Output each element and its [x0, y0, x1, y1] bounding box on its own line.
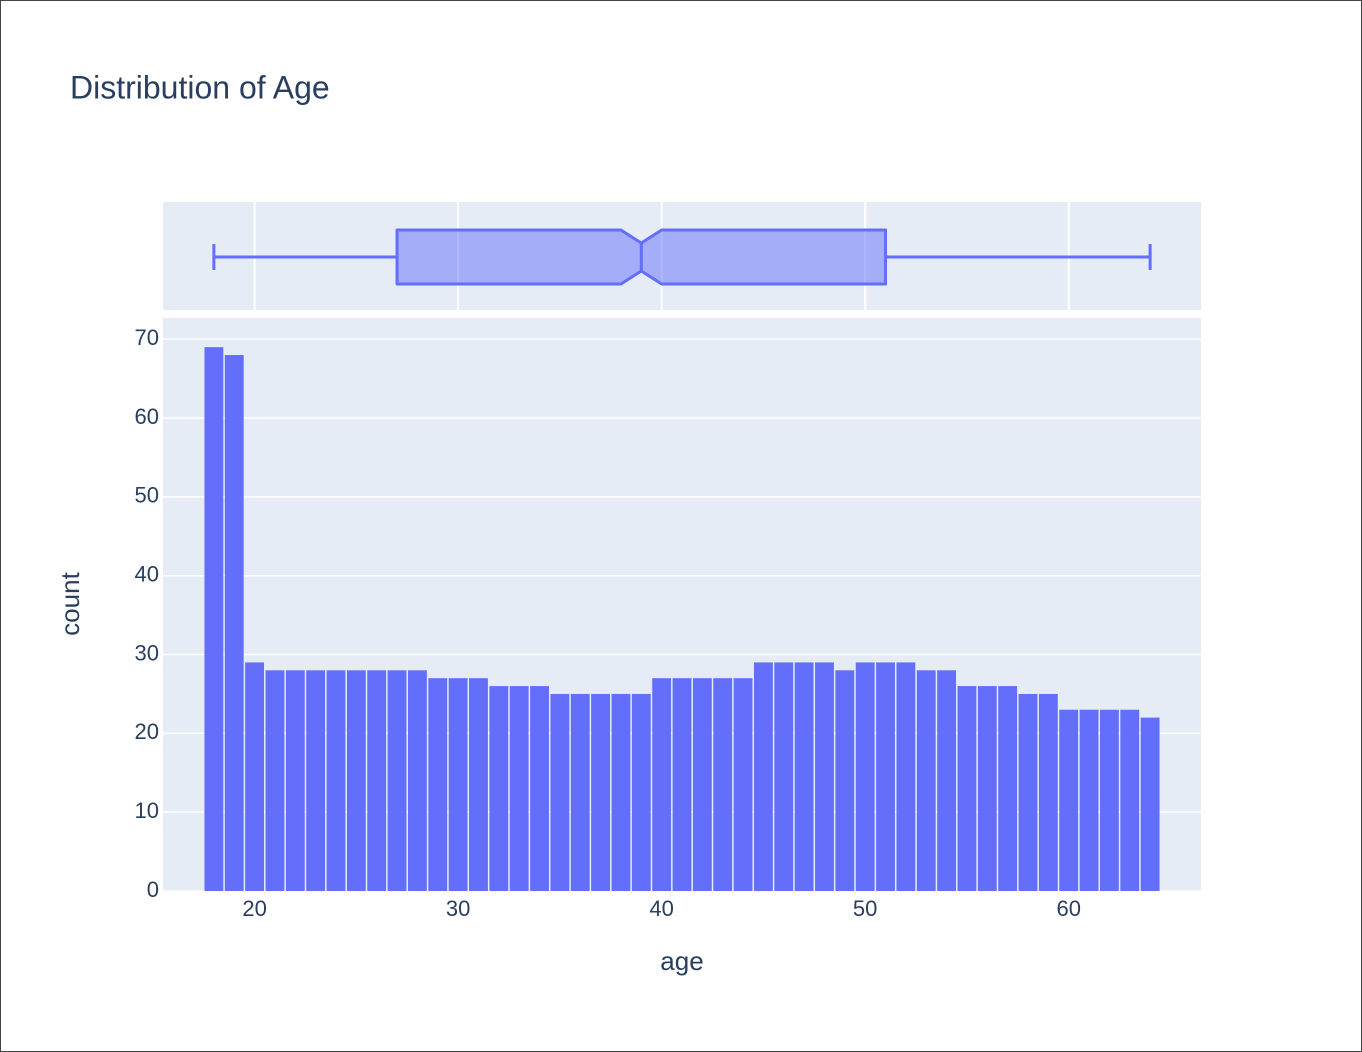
bar [489, 686, 509, 891]
y-tick-label: 60 [135, 404, 159, 429]
bar [550, 693, 570, 891]
bar [367, 670, 387, 891]
x-tick-label: 20 [242, 896, 266, 921]
bar [774, 662, 794, 891]
y-tick-label: 40 [135, 562, 159, 587]
y-tick-label: 30 [135, 640, 159, 665]
x-axis-label: age [660, 946, 703, 976]
y-tick-label: 10 [135, 798, 159, 823]
bar [346, 670, 366, 891]
bar [998, 686, 1018, 891]
bar [224, 355, 244, 891]
chart-title: Distribution of Age [70, 69, 330, 105]
bar [1038, 693, 1058, 891]
bar [1140, 717, 1160, 891]
bar [876, 662, 895, 891]
bar [591, 693, 611, 891]
x-tick-label: 50 [853, 896, 877, 921]
bar [245, 662, 265, 891]
bar [937, 670, 957, 891]
y-tick-label: 20 [135, 719, 159, 744]
bar [448, 678, 468, 891]
bar [509, 686, 529, 891]
bar [611, 693, 631, 891]
x-tick-label: 60 [1056, 896, 1080, 921]
bar [916, 670, 936, 891]
bar [469, 678, 488, 891]
bar [204, 347, 224, 891]
bar [1079, 709, 1099, 891]
bar [265, 670, 285, 891]
bar [326, 670, 346, 891]
bar [733, 678, 753, 891]
bar [672, 678, 692, 891]
bar [306, 670, 326, 891]
bar [835, 670, 855, 891]
bar [896, 662, 916, 891]
bar [794, 662, 814, 891]
bar [815, 662, 834, 891]
bar [1018, 693, 1038, 891]
bar [631, 693, 651, 891]
bar [1059, 709, 1079, 891]
bar [855, 662, 875, 891]
bar [285, 670, 305, 891]
y-tick-label: 0 [147, 877, 159, 902]
bar [428, 678, 448, 891]
bar [530, 686, 549, 891]
x-tick-label: 30 [446, 896, 470, 921]
bar [387, 670, 407, 891]
bar [753, 662, 773, 891]
bar [1120, 709, 1140, 891]
y-axis-label: count [55, 571, 85, 635]
x-tick-label: 40 [649, 896, 673, 921]
bar [652, 678, 672, 891]
bar [713, 678, 733, 891]
bar [957, 686, 977, 891]
y-tick-label: 50 [135, 483, 159, 508]
bar [407, 670, 427, 891]
y-tick-label: 70 [135, 325, 159, 350]
bar [1099, 709, 1119, 891]
bar [977, 686, 997, 891]
bar [692, 678, 712, 891]
bar [570, 693, 590, 891]
